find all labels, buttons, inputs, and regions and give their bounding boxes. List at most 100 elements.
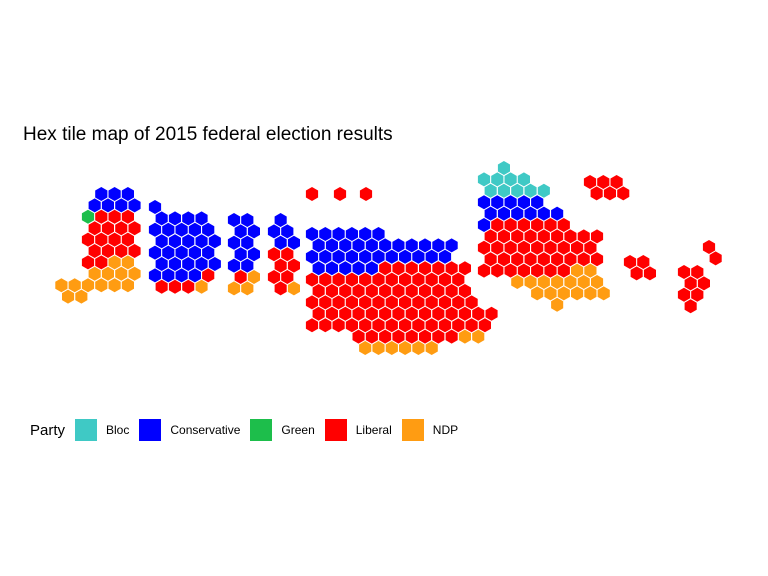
hex-tile-bloc <box>537 183 550 198</box>
hex-tile-liberal <box>359 318 372 333</box>
hex-tile-liberal <box>438 295 452 310</box>
hex-tile-liberal <box>643 266 656 281</box>
hex-tile-conservative <box>88 198 101 213</box>
hex-tile-conservative <box>241 258 254 273</box>
hex-tile-conservative <box>188 245 201 260</box>
hex-tile-conservative <box>234 247 247 262</box>
hex-tile-liberal <box>531 240 544 255</box>
hex-tile-conservative <box>162 268 175 283</box>
legend-label-liberal: Liberal <box>355 423 392 437</box>
hex-tile-ndp <box>108 255 121 270</box>
hex-tile-liberal <box>121 232 134 247</box>
hex-tile-liberal <box>101 244 114 258</box>
hex-tile-liberal <box>485 306 498 321</box>
hex-tile-liberal <box>432 306 445 321</box>
hex-tile-liberal <box>399 318 412 333</box>
hex-tile-conservative <box>175 268 188 283</box>
hex-tile-liberal <box>332 272 345 287</box>
hex-tile-liberal <box>524 252 537 267</box>
hex-tile-liberal <box>365 306 378 321</box>
hex-tile-liberal <box>234 270 247 284</box>
hex-tile-liberal <box>372 295 385 310</box>
hex-tile-liberal <box>425 272 438 287</box>
hex-tile-conservative <box>352 261 365 276</box>
hex-tile-liberal <box>445 284 458 298</box>
hex-tile-liberal <box>352 284 365 298</box>
hex-tile-liberal <box>325 306 338 321</box>
legend-label-bloc: Bloc <box>106 423 130 437</box>
hex-tile-liberal <box>345 318 358 333</box>
hex-tile-conservative <box>359 249 372 264</box>
hex-tile-liberal <box>412 318 425 333</box>
hex-tile-bloc <box>497 183 510 198</box>
hex-tile-liberal <box>359 187 373 201</box>
hex-tile-liberal <box>697 276 710 291</box>
hex-tile-liberal <box>333 187 347 201</box>
hex-tile-conservative <box>477 195 491 210</box>
hex-tile-conservative <box>531 195 544 210</box>
hex-tile-conservative <box>497 206 510 221</box>
hex-tile-conservative <box>405 238 418 253</box>
hex-tile-conservative <box>188 268 201 283</box>
hex-tile-conservative <box>524 206 537 221</box>
hex-tile-liberal <box>497 252 510 267</box>
hex-tile-conservative <box>305 249 319 264</box>
hex-tile-liberal <box>557 240 570 255</box>
hex-tile-liberal <box>491 218 504 232</box>
hex-tile-liberal <box>372 318 385 333</box>
hex-tile-liberal <box>491 263 504 278</box>
hex-tile-conservative <box>115 198 128 213</box>
hex-tile-liberal <box>445 329 458 344</box>
hex-tile-conservative <box>312 261 325 276</box>
hex-tile-conservative <box>195 257 208 271</box>
hex-tile-ndp <box>372 341 385 355</box>
hex-tile-liberal <box>412 295 425 310</box>
hex-tile-conservative <box>182 257 195 271</box>
hex-tile-liberal <box>458 261 471 276</box>
hex-tile-liberal <box>392 261 405 276</box>
hex-tile-liberal <box>267 270 281 284</box>
hex-tile-conservative <box>319 249 332 264</box>
hex-tile-liberal <box>537 252 550 267</box>
hex-tile-liberal <box>128 221 141 236</box>
hex-tile-liberal <box>115 221 128 236</box>
hex-tile-liberal <box>425 295 438 310</box>
hex-tile-liberal <box>590 186 603 201</box>
hex-tile-liberal <box>702 240 716 254</box>
hex-tile-conservative <box>385 249 398 264</box>
hex-tile-liberal <box>379 306 392 321</box>
hex-tile-ndp <box>88 266 101 281</box>
hex-tile-liberal <box>445 261 458 276</box>
hex-tile-conservative <box>312 238 325 253</box>
hex-tile-liberal <box>385 318 398 333</box>
hex-tile-conservative <box>227 258 241 273</box>
hex-tile-conservative <box>287 235 300 250</box>
hex-tile-conservative <box>419 238 432 253</box>
hex-tile-conservative <box>241 213 254 227</box>
hex-tile-conservative <box>121 187 134 201</box>
hex-tile-bloc <box>511 183 524 198</box>
hex-tile-liberal <box>517 240 530 255</box>
hex-tile-conservative <box>392 238 405 253</box>
hex-tile-conservative <box>208 234 221 249</box>
hex-tile-liberal <box>504 218 517 232</box>
hex-tile-conservative <box>412 249 425 264</box>
hex-tile-liberal <box>591 229 604 244</box>
hex-tile-liberal <box>623 255 637 269</box>
hex-tile-liberal <box>709 251 722 266</box>
hex-tile-liberal <box>452 318 465 333</box>
hex-tile-liberal <box>432 329 445 344</box>
hex-tile-liberal <box>472 306 485 321</box>
hex-tile-conservative <box>148 245 162 260</box>
hex-tile-liberal <box>115 244 128 258</box>
hex-tile-ndp <box>511 275 524 289</box>
hex-tile-conservative <box>168 234 181 249</box>
hex-tile-liberal <box>497 229 510 244</box>
hex-tile-liberal <box>478 318 491 333</box>
legend-item-green: Green <box>250 419 315 441</box>
hex-tile-bloc <box>504 172 517 187</box>
hex-tile-liberal <box>531 218 544 232</box>
legend-item-ndp: NDP <box>401 419 458 441</box>
hex-tile-liberal <box>319 295 332 310</box>
hex-tile-conservative <box>101 198 114 213</box>
